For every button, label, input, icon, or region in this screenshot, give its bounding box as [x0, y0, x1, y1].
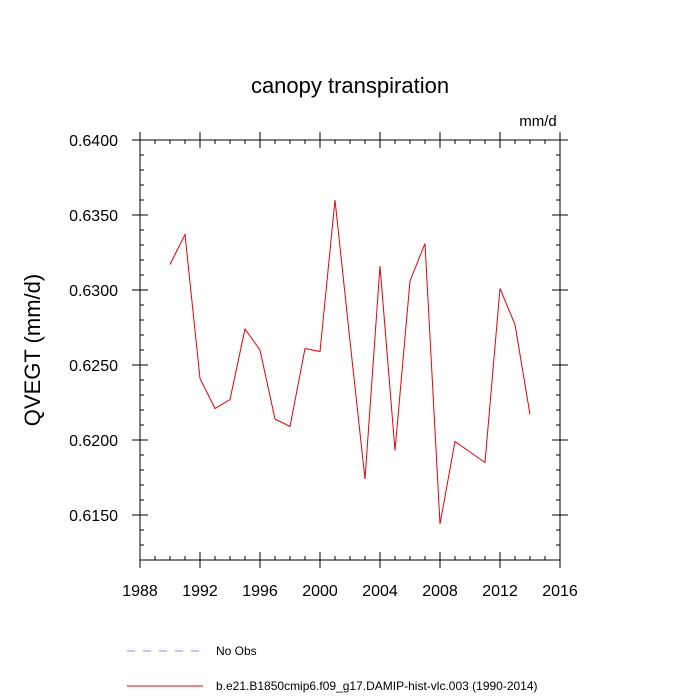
x-tick-label: 1992 [182, 583, 218, 600]
series-layer [169, 199, 531, 525]
x-tick-label: 2012 [482, 583, 518, 600]
legend-label-no-obs: No Obs [216, 644, 257, 658]
series-line [169, 199, 531, 525]
y-tick-label: 0.6400 [69, 133, 118, 150]
x-tick-label: 1996 [242, 583, 278, 600]
y-tick-label: 0.6350 [69, 208, 118, 225]
x-tick-label: 2000 [302, 583, 338, 600]
plot-frame [139, 139, 561, 561]
x-tick-label: 1988 [122, 583, 158, 600]
y-tick-label: 0.6150 [69, 508, 118, 525]
y-axis-ticks: 0.6150 0.6200 0.6250 0.6300 0.6350 0.6400 [69, 133, 568, 561]
units-label: mm/d [519, 113, 557, 130]
x-axis-ticks: 1988 1992 1996 2000 2004 2008 2012 2016 [122, 132, 578, 600]
x-tick-label: 2008 [422, 583, 458, 600]
x-tick-label: 2016 [542, 583, 578, 600]
y-tick-label: 0.6200 [69, 433, 118, 450]
legend: No Obs b.e21.B1850cmip6.f09_g17.DAMIP-hi… [127, 644, 538, 693]
y-axis-label: QVEGT (mm/d) [20, 274, 45, 426]
y-tick-label: 0.6250 [69, 358, 118, 375]
y-tick-label: 0.6300 [69, 283, 118, 300]
x-tick-label: 2004 [362, 583, 398, 600]
plot-area [139, 139, 561, 561]
legend-label-model: b.e21.B1850cmip6.f09_g17.DAMIP-hist-vlc.… [216, 679, 538, 693]
chart-title: canopy transpiration [251, 73, 449, 98]
